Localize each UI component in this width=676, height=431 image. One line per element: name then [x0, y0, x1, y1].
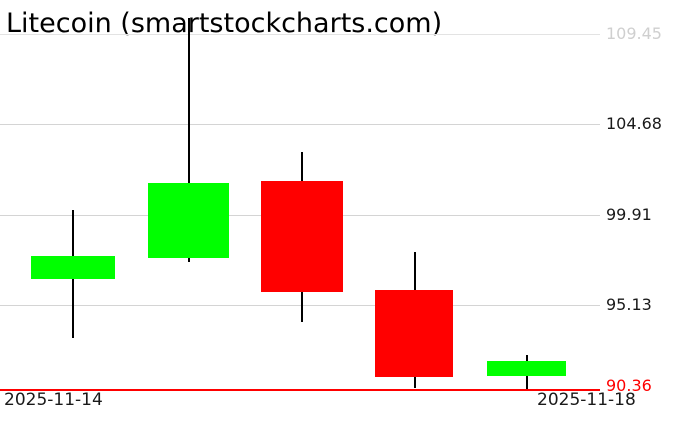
last-price-label: 90.36 [606, 376, 652, 395]
plot-area [0, 18, 600, 391]
gridline [0, 124, 600, 125]
candle-body [261, 181, 343, 292]
candle-body [487, 361, 566, 376]
gridline [0, 305, 600, 306]
x-axis-tick-label: 2025-11-18 [537, 390, 636, 410]
last-price-line [0, 389, 600, 391]
candle-wick [188, 18, 190, 262]
page-title: Litecoin (smartstockcharts.com) [6, 8, 443, 39]
y-axis-tick-label: 109.45 [606, 24, 662, 43]
y-axis-tick-label: 99.91 [606, 205, 652, 224]
candle-body [31, 256, 115, 279]
x-axis-tick-label: 2025-11-14 [4, 390, 103, 410]
y-axis-tick-label: 95.13 [606, 295, 652, 314]
y-axis-tick-label: 104.68 [606, 114, 662, 133]
candle-body [148, 183, 229, 258]
gridline [0, 34, 600, 35]
candle-body [375, 290, 453, 377]
